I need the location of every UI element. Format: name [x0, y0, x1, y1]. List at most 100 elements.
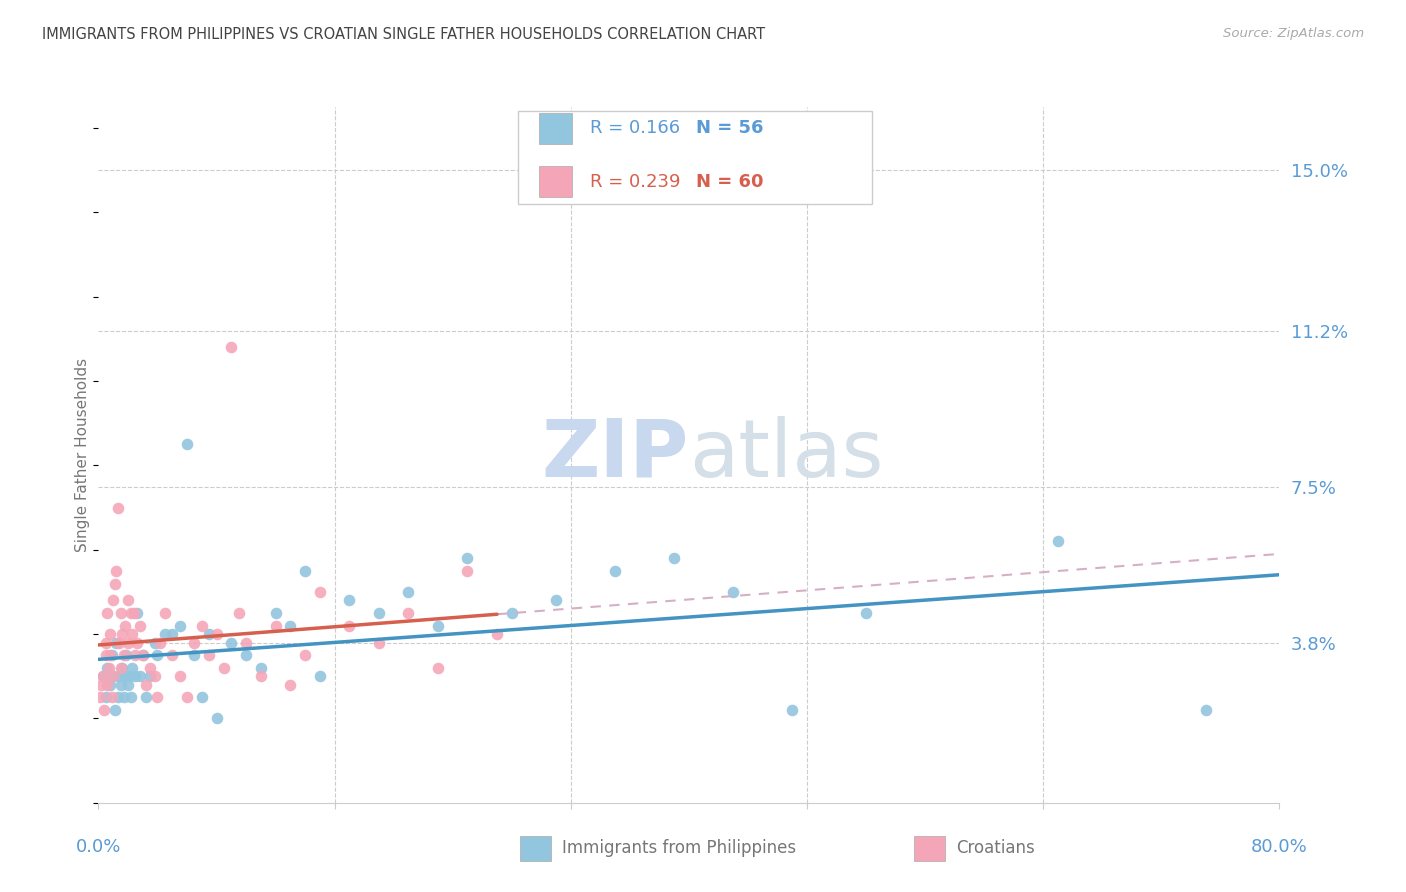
Point — [125, 606, 148, 620]
Point — [104, 703, 127, 717]
Point — [191, 618, 214, 632]
Point — [235, 635, 257, 649]
Point — [183, 648, 205, 663]
Point — [501, 606, 523, 620]
Point — [149, 635, 172, 649]
Point — [309, 669, 332, 683]
Point — [221, 635, 243, 649]
Point — [110, 661, 132, 675]
Point — [107, 500, 129, 515]
Point — [124, 648, 146, 663]
Point — [294, 648, 316, 663]
Point — [396, 606, 419, 620]
Point — [198, 648, 221, 663]
Point — [124, 669, 146, 683]
Text: Source: ZipAtlas.com: Source: ZipAtlas.com — [1223, 27, 1364, 40]
Point — [125, 635, 148, 649]
Point — [153, 606, 176, 620]
Y-axis label: Single Father Households: Single Father Households — [75, 358, 90, 552]
Text: R = 0.239: R = 0.239 — [589, 173, 681, 191]
Point — [114, 618, 136, 632]
Point — [94, 648, 117, 663]
Point — [143, 669, 166, 683]
Point — [112, 648, 135, 663]
Point — [96, 678, 118, 692]
Point — [264, 618, 287, 632]
Point — [278, 678, 302, 692]
Point — [135, 690, 157, 705]
Text: ZIP: ZIP — [541, 416, 689, 494]
Point — [94, 635, 117, 649]
Point — [169, 669, 191, 683]
Point — [110, 606, 132, 620]
Point — [100, 648, 122, 663]
Point — [176, 690, 198, 705]
Point — [115, 648, 138, 663]
Point — [117, 635, 139, 649]
Point — [486, 627, 509, 641]
Point — [120, 690, 142, 705]
Point — [205, 627, 228, 641]
Point — [108, 669, 131, 683]
Point — [855, 606, 877, 620]
Point — [139, 661, 162, 675]
Point — [98, 648, 121, 663]
Point — [176, 437, 198, 451]
Point — [100, 690, 122, 705]
Bar — [538, 112, 572, 144]
Point — [191, 690, 214, 705]
Bar — [538, 166, 572, 197]
Point — [94, 690, 117, 705]
Point — [723, 585, 745, 599]
Point — [91, 669, 114, 683]
Point — [132, 648, 155, 663]
Point — [139, 669, 162, 683]
Point — [93, 703, 115, 717]
Text: 80.0%: 80.0% — [1251, 838, 1308, 856]
Point — [103, 593, 125, 607]
Text: Immigrants from Philippines: Immigrants from Philippines — [562, 839, 797, 857]
Point — [128, 618, 150, 632]
Point — [135, 678, 157, 692]
Point — [205, 711, 228, 725]
Point — [250, 669, 273, 683]
Text: R = 0.166: R = 0.166 — [589, 120, 681, 137]
Point — [153, 627, 176, 641]
Text: IMMIGRANTS FROM PHILIPPINES VS CROATIAN SINGLE FATHER HOUSEHOLDS CORRELATION CHA: IMMIGRANTS FROM PHILIPPINES VS CROATIAN … — [42, 27, 765, 42]
Text: N = 56: N = 56 — [696, 120, 763, 137]
Point — [110, 678, 132, 692]
FancyBboxPatch shape — [517, 111, 872, 204]
Point — [162, 648, 183, 663]
Point — [121, 627, 143, 641]
Point — [146, 690, 169, 705]
Point — [264, 606, 287, 620]
Point — [91, 669, 114, 683]
Point — [103, 669, 125, 683]
Point — [198, 627, 221, 641]
Point — [368, 635, 391, 649]
Text: Croatians: Croatians — [956, 839, 1035, 857]
Point — [90, 678, 112, 692]
Point — [104, 576, 127, 591]
Point — [146, 648, 169, 663]
Point — [339, 618, 360, 632]
Point — [98, 627, 121, 641]
Point — [169, 618, 191, 632]
Point — [162, 627, 183, 641]
Point — [111, 627, 134, 641]
Point — [89, 690, 111, 705]
Point — [128, 669, 150, 683]
Text: 0.0%: 0.0% — [76, 838, 121, 856]
Point — [427, 661, 450, 675]
Point — [427, 618, 450, 632]
Point — [112, 690, 135, 705]
Point — [96, 661, 118, 675]
Point — [183, 635, 205, 649]
Point — [546, 593, 568, 607]
Point — [107, 690, 129, 705]
Point — [212, 661, 235, 675]
Point — [121, 661, 143, 675]
Point — [1046, 534, 1069, 549]
Point — [143, 635, 166, 649]
Point — [111, 661, 134, 675]
